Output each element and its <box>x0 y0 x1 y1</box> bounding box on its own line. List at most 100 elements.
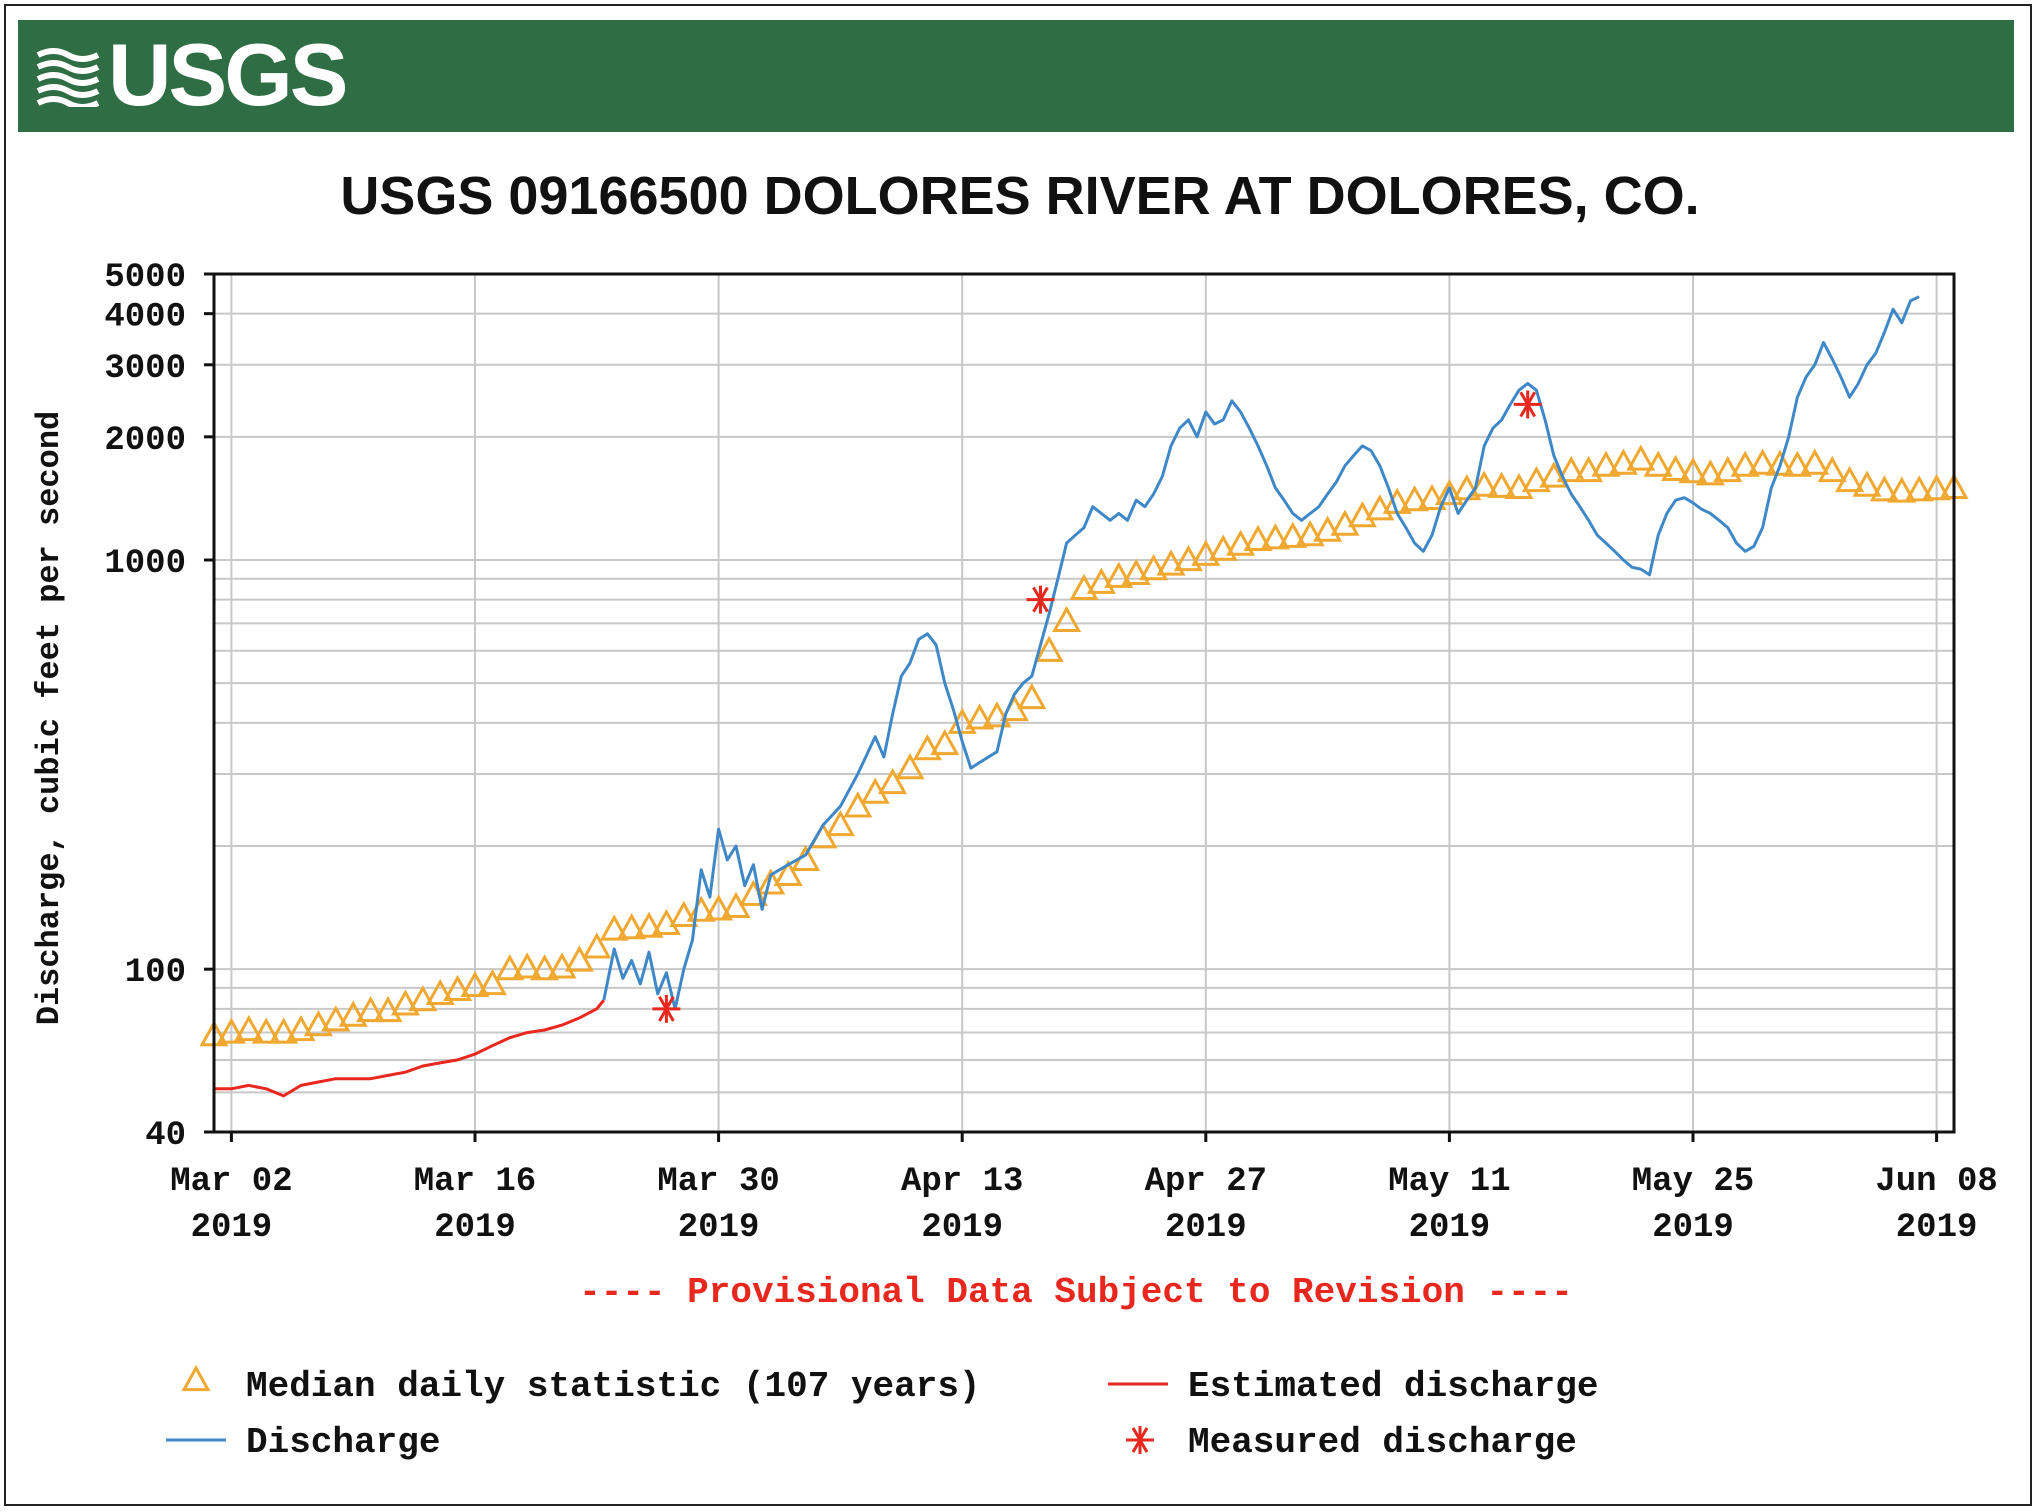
x-tick-year-label: 2019 <box>434 1209 516 1247</box>
median-marker <box>1417 483 1447 511</box>
median-marker <box>390 989 420 1016</box>
median-marker <box>982 701 1012 728</box>
median-marker <box>408 985 438 1012</box>
median-marker <box>373 995 403 1023</box>
median-marker <box>1034 635 1064 662</box>
x-tick-year-label: 2019 <box>1165 1209 1247 1247</box>
median-marker <box>878 767 908 795</box>
median-marker <box>1608 448 1638 475</box>
provisional-note: ---- Provisional Data Subject to Revisio… <box>579 1272 1573 1313</box>
median-marker <box>1313 515 1343 542</box>
x-tick-label: May 11 <box>1388 1163 1510 1201</box>
median-marker <box>1191 539 1221 566</box>
median-marker <box>930 728 960 756</box>
median-marker <box>1226 529 1256 556</box>
measured-discharge-marker <box>1026 585 1055 614</box>
legend: Median daily statistic (107 years) Estima… <box>166 1364 1598 1463</box>
usgs-banner: USGS <box>18 20 2014 132</box>
y-tick-label: 100 <box>125 954 186 992</box>
median-marker <box>1574 455 1604 483</box>
median-marker <box>1817 455 1847 483</box>
median-marker <box>825 809 855 837</box>
median-marker <box>1434 478 1464 506</box>
y-tick-label: 4000 <box>104 299 186 337</box>
y-tick-label: 40 <box>145 1117 186 1155</box>
x-tick-year-label: 2019 <box>1409 1209 1491 1247</box>
median-marker <box>1904 475 1934 502</box>
median-marker <box>1052 605 1082 632</box>
x-tick-year-label: 2019 <box>1896 1209 1978 1247</box>
x-tick-label: Jun 08 <box>1875 1163 1997 1201</box>
median-marker <box>1121 558 1151 585</box>
median-marker <box>1487 471 1517 498</box>
median-marker <box>1713 455 1743 483</box>
median-marker <box>1330 509 1360 536</box>
median-marker <box>669 900 699 927</box>
y-axis-label: Discharge, cubic feet per second <box>31 411 68 1026</box>
median-marker <box>1208 534 1238 561</box>
median-marker <box>1887 476 1917 503</box>
median-marker <box>1086 567 1116 594</box>
chart-title: USGS 09166500 DOLORES RIVER AT DOLORES, … <box>340 166 1699 226</box>
y-tick-label: 5000 <box>104 259 186 297</box>
median-marker <box>895 753 925 780</box>
median-marker <box>530 954 560 981</box>
median-marker <box>460 970 490 998</box>
median-marker <box>1469 470 1499 497</box>
median-marker <box>512 952 542 979</box>
y-tick-label: 3000 <box>104 350 186 388</box>
median-marker <box>1017 682 1047 710</box>
median-marker <box>1260 523 1290 550</box>
median-marker <box>1922 474 1952 501</box>
median-marker <box>425 978 455 1006</box>
grid <box>214 273 1954 1133</box>
median-marker <box>1643 450 1673 477</box>
x-tick-label: Apr 27 <box>1145 1163 1267 1201</box>
median-marker <box>338 1000 368 1027</box>
series-layer <box>199 295 1969 1098</box>
median-marker <box>599 914 629 941</box>
median-marker <box>495 954 525 981</box>
median-marker <box>1852 470 1882 497</box>
legend-discharge-label: Discharge <box>246 1422 440 1463</box>
estimated-discharge-line <box>214 999 605 1098</box>
median-marker <box>1521 465 1551 493</box>
median-marker <box>634 911 664 938</box>
median-marker <box>1295 520 1325 547</box>
x-tick-year-label: 2019 <box>678 1209 760 1247</box>
median-marker <box>1765 449 1795 476</box>
x-tick-year-label: 2019 <box>1652 1209 1734 1247</box>
median-marker <box>251 1017 281 1044</box>
median-marker <box>773 859 803 886</box>
median-marker <box>216 1017 246 1044</box>
median-marker <box>1835 465 1865 493</box>
median-marker <box>356 995 386 1023</box>
measured-discharge-marker <box>652 994 681 1023</box>
legend-estimated-label: Estimated discharge <box>1188 1366 1598 1407</box>
median-marker <box>1278 521 1308 548</box>
usgs-logo-text: USGS <box>108 25 348 124</box>
median-marker <box>912 734 942 761</box>
median-marker <box>477 968 507 996</box>
median-marker <box>1661 454 1691 482</box>
plot-border <box>212 272 1956 1134</box>
usgs-wave-icon <box>36 48 100 107</box>
median-marker <box>1748 448 1778 475</box>
measured-discharge-marker <box>1513 390 1542 419</box>
median-marker <box>1869 475 1899 502</box>
x-tick-label: May 25 <box>1632 1163 1754 1201</box>
median-marker <box>704 894 734 921</box>
median-marker <box>269 1017 299 1044</box>
median-marker <box>1539 461 1569 488</box>
median-marker <box>321 1005 351 1032</box>
median-marker <box>1243 524 1273 551</box>
x-tick-label: Apr 13 <box>901 1163 1023 1201</box>
discharge-line <box>602 295 1920 1011</box>
usgs-logo[interactable]: USGS <box>36 25 348 124</box>
legend-median-marker <box>181 1364 211 1392</box>
x-tick-year-label: 2019 <box>191 1209 273 1247</box>
median-marker <box>1678 457 1708 484</box>
y-tick-label: 2000 <box>104 422 186 460</box>
